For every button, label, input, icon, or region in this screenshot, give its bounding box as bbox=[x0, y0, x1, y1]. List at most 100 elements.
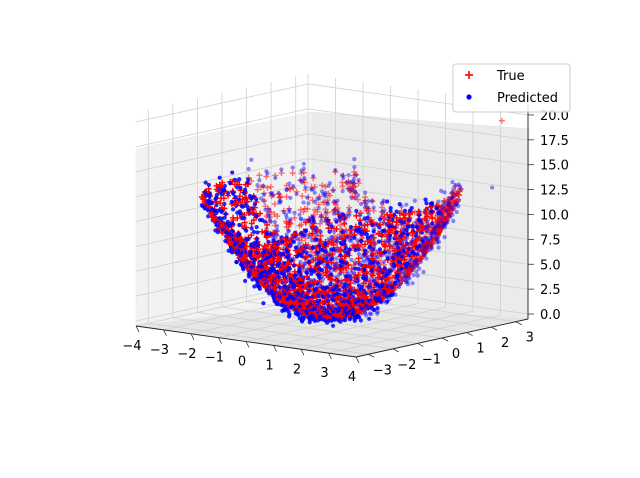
predicted-point bbox=[357, 221, 363, 226]
predicted-point bbox=[299, 254, 304, 259]
true-point bbox=[381, 215, 388, 222]
predicted-point bbox=[366, 211, 371, 216]
grid-line-z-right bbox=[135, 133, 309, 173]
predicted-point bbox=[400, 254, 405, 259]
predicted-point bbox=[265, 171, 270, 176]
predicted-point bbox=[450, 195, 455, 200]
predicted-point bbox=[371, 229, 376, 234]
predicted-point bbox=[239, 204, 244, 209]
predicted-point bbox=[273, 175, 278, 181]
predicted-point bbox=[348, 179, 353, 185]
grid-line-z-left bbox=[307, 133, 529, 166]
predicted-point bbox=[321, 317, 327, 322]
predicted-point bbox=[320, 189, 325, 194]
true-point bbox=[356, 210, 363, 217]
predicted-point bbox=[322, 192, 327, 197]
true-point bbox=[293, 188, 300, 195]
predicted-point bbox=[288, 277, 293, 282]
predicted-point bbox=[292, 273, 297, 278]
predicted-point bbox=[244, 228, 249, 233]
y-tick-label: −3 bbox=[373, 363, 392, 378]
true-point bbox=[344, 233, 351, 240]
predicted-point bbox=[257, 286, 262, 291]
z-tick-label: 5.0 bbox=[540, 258, 561, 273]
true-point bbox=[331, 233, 338, 240]
predicted-point bbox=[329, 234, 334, 240]
predicted-point bbox=[350, 307, 355, 312]
true-point bbox=[319, 182, 326, 189]
true-point bbox=[369, 198, 376, 205]
true-point bbox=[349, 193, 356, 200]
x-tick-mark bbox=[218, 337, 222, 344]
predicted-point bbox=[364, 258, 369, 263]
predicted-point bbox=[372, 307, 377, 313]
predicted-point bbox=[359, 238, 364, 243]
true-point bbox=[350, 262, 357, 269]
true-point bbox=[332, 168, 339, 175]
predicted-point bbox=[343, 282, 348, 287]
x-tick-mark bbox=[245, 341, 250, 348]
predicted-point bbox=[323, 210, 328, 215]
predicted-point bbox=[280, 239, 285, 244]
predicted-point bbox=[230, 170, 235, 175]
predicted-point bbox=[310, 245, 315, 250]
predicted-point bbox=[213, 196, 218, 202]
predicted-point bbox=[342, 306, 348, 311]
predicted-point bbox=[236, 248, 241, 254]
predicted-point bbox=[255, 183, 260, 188]
predicted-point bbox=[334, 261, 339, 266]
legend: True Predicted bbox=[452, 63, 571, 113]
predicted-point bbox=[436, 239, 442, 245]
predicted-point bbox=[323, 194, 328, 199]
predicted-point bbox=[349, 257, 354, 262]
predicted-point bbox=[367, 244, 373, 250]
predicted-point bbox=[407, 208, 412, 213]
predicted-point bbox=[307, 283, 313, 288]
predicted-point bbox=[351, 177, 356, 182]
true-point bbox=[324, 209, 331, 216]
predicted-point bbox=[412, 198, 417, 203]
true-point bbox=[316, 193, 323, 200]
predicted-point bbox=[207, 201, 212, 206]
predicted-point bbox=[317, 196, 322, 201]
predicted-point bbox=[239, 216, 245, 221]
predicted-point bbox=[334, 256, 339, 261]
predicted-point bbox=[394, 230, 399, 235]
predicted-point bbox=[315, 318, 321, 323]
predicted-point bbox=[274, 270, 279, 275]
predicted-point bbox=[254, 214, 259, 219]
predicted-point bbox=[288, 243, 293, 248]
y-tick-label: 0 bbox=[452, 347, 460, 362]
predicted-point bbox=[353, 300, 359, 305]
predicted-point bbox=[375, 283, 381, 288]
predicted-point bbox=[233, 194, 238, 200]
predicted-point bbox=[380, 229, 385, 234]
predicted-point bbox=[250, 277, 255, 282]
predicted-point bbox=[334, 284, 339, 289]
predicted-point bbox=[290, 165, 295, 170]
predicted-point bbox=[342, 292, 347, 297]
predicted-point bbox=[331, 315, 336, 321]
predicted-point bbox=[325, 320, 330, 325]
predicted-point bbox=[284, 188, 289, 193]
predicted-point bbox=[299, 319, 305, 324]
predicted-point bbox=[282, 284, 287, 289]
predicted-point bbox=[320, 276, 326, 282]
predicted-point bbox=[305, 195, 310, 200]
predicted-point bbox=[434, 240, 440, 245]
predicted-point bbox=[247, 270, 252, 275]
y-tick-label: 3 bbox=[526, 331, 534, 346]
data-points bbox=[198, 117, 505, 328]
true-point bbox=[322, 206, 329, 213]
predicted-point bbox=[291, 183, 296, 189]
true-point bbox=[355, 196, 362, 203]
predicted-point bbox=[430, 221, 435, 226]
predicted-point bbox=[284, 215, 289, 220]
predicted-point bbox=[271, 238, 276, 243]
predicted-point bbox=[325, 263, 330, 268]
predicted-point bbox=[264, 288, 269, 293]
predicted-point bbox=[277, 294, 282, 299]
true-point bbox=[331, 199, 338, 206]
true-point bbox=[305, 194, 312, 201]
